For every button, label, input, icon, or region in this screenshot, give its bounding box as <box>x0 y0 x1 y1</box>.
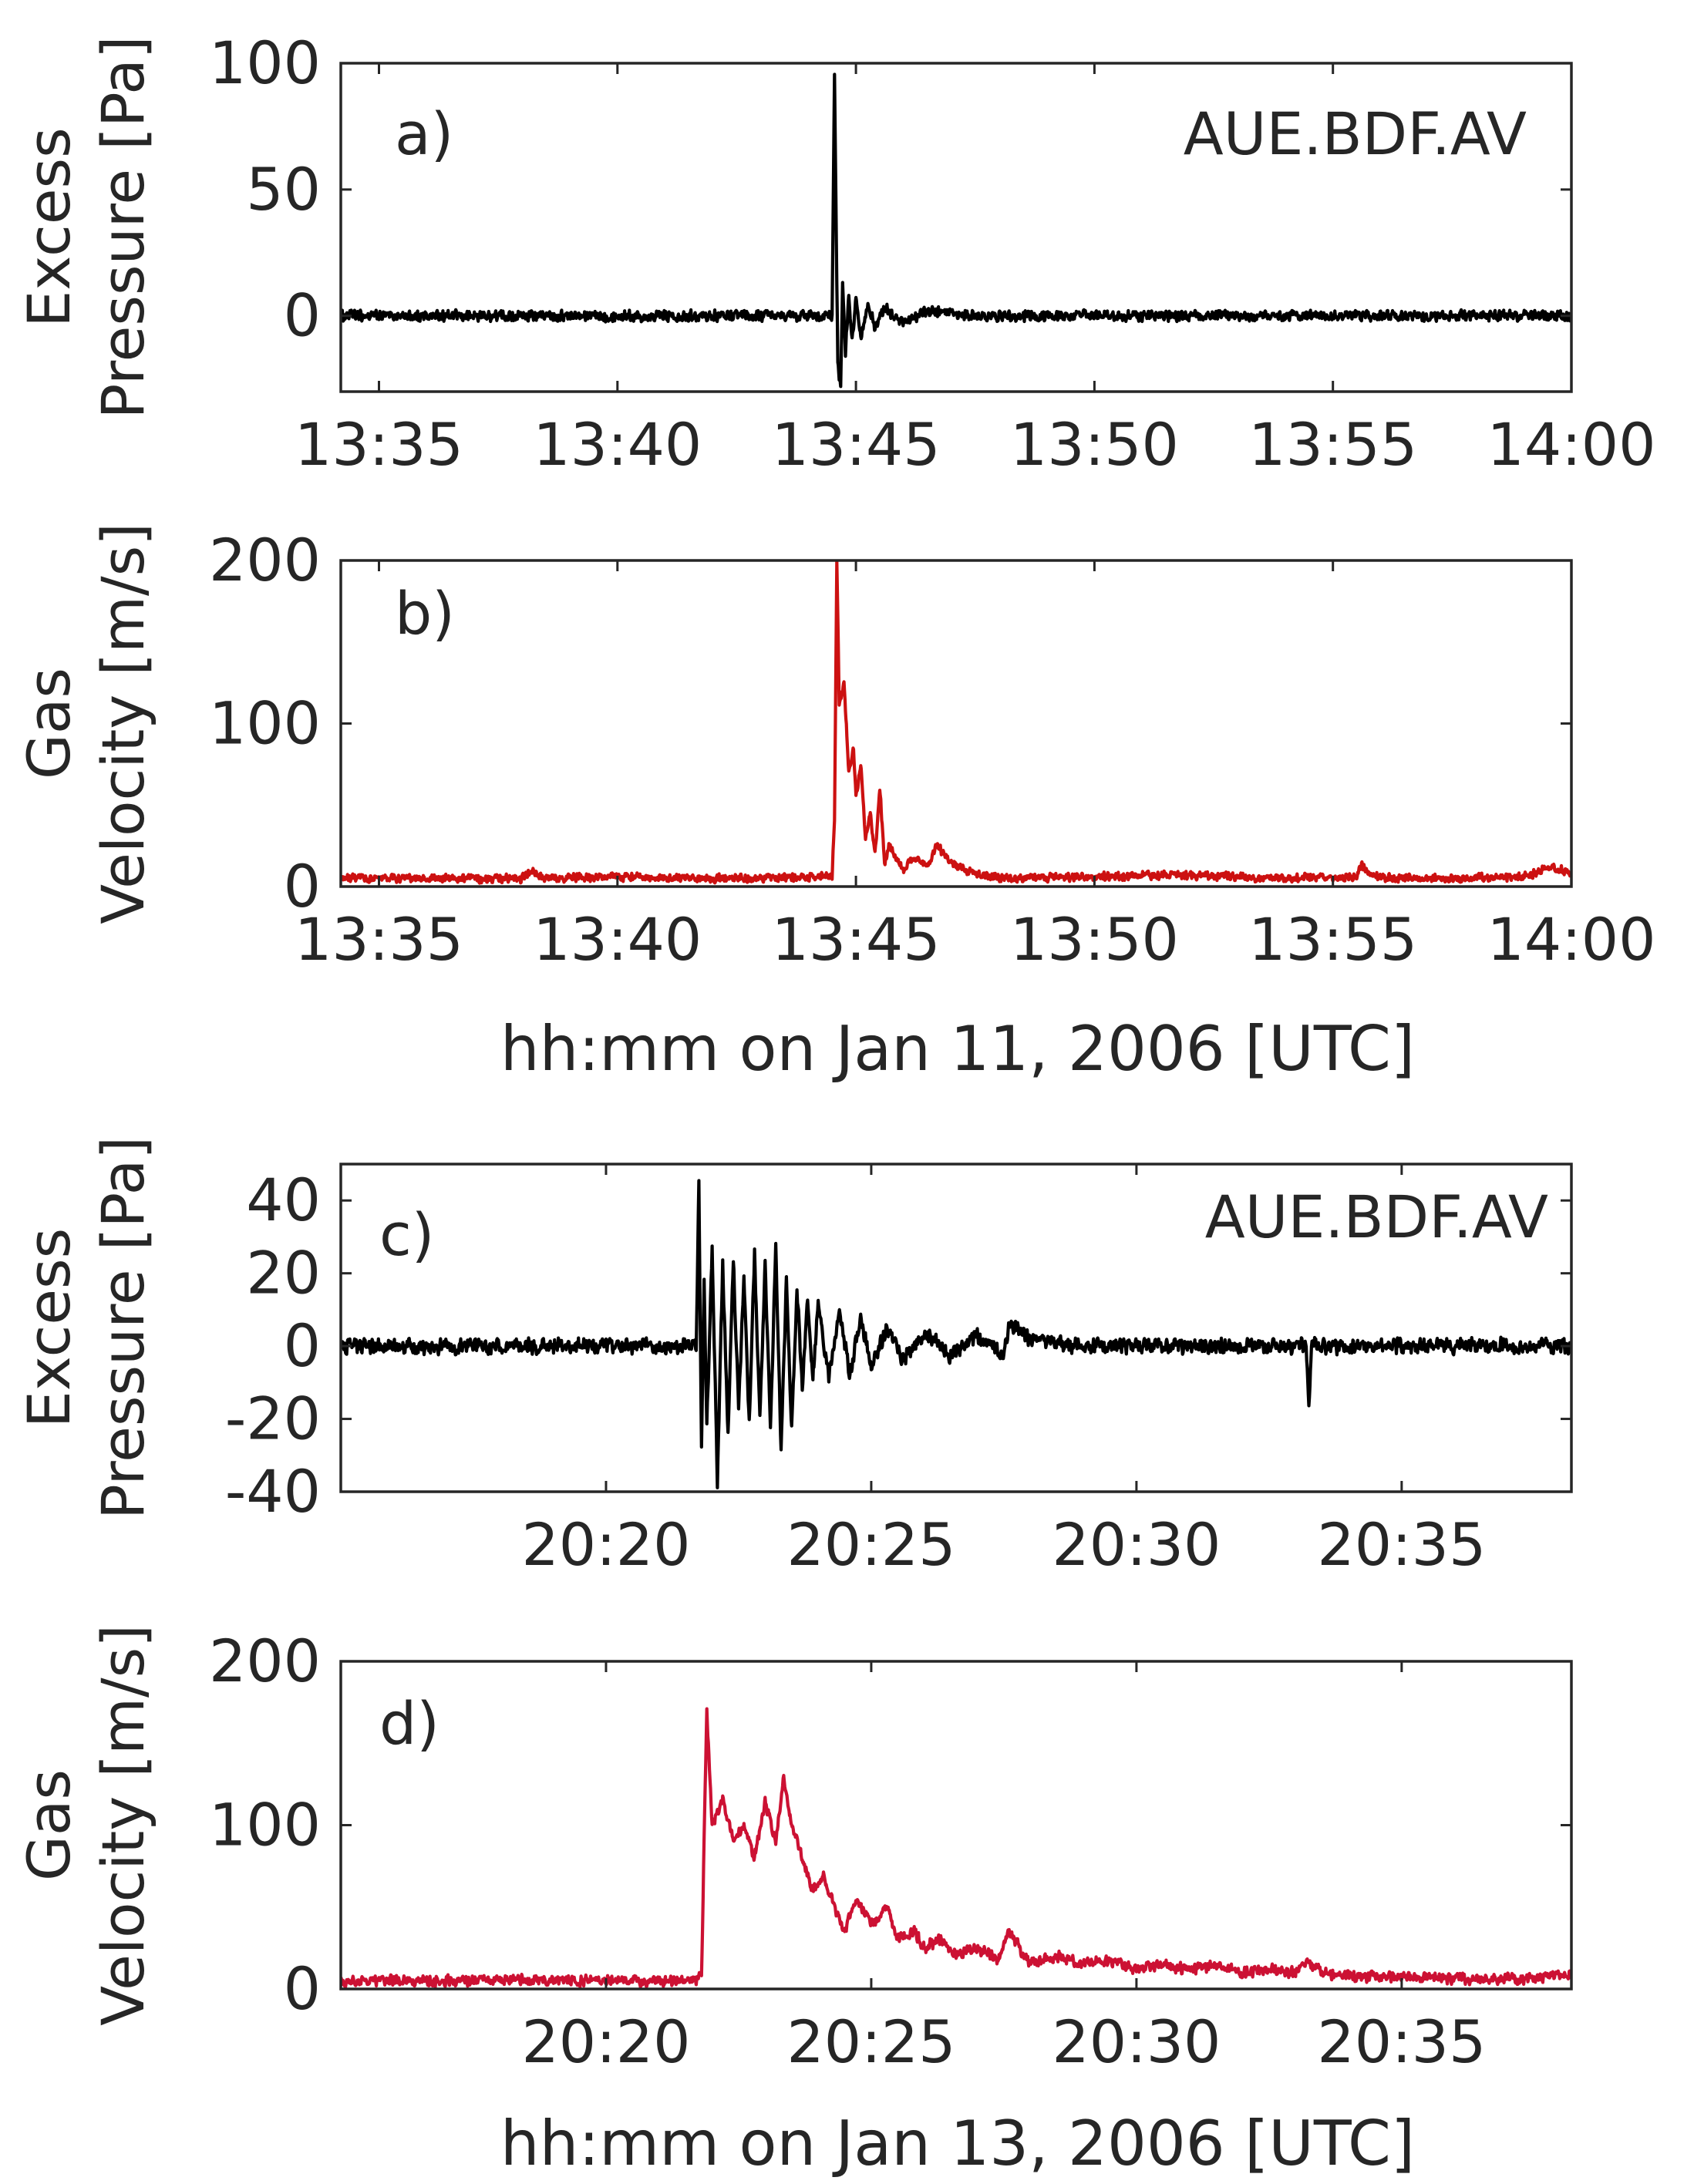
x-tick-label-d: 20:20 <box>521 2007 690 2076</box>
x-tick-label-b: 13:50 <box>1010 905 1179 974</box>
panel-label-a: a) <box>395 99 453 168</box>
y-tick-label-c: 0 <box>284 1311 321 1380</box>
x-axis-label-bottom: hh:mm on Jan 13, 2006 [UTC] <box>500 2108 1415 2179</box>
x-tick-label-c: 20:25 <box>786 1510 955 1579</box>
x-axis-label-top: hh:mm on Jan 11, 2006 [UTC] <box>500 1013 1415 1085</box>
x-tick-label-d: 20:35 <box>1317 2007 1486 2076</box>
x-tick-label-c: 20:20 <box>521 1510 690 1579</box>
x-tick-label-d: 20:30 <box>1052 2007 1221 2076</box>
x-tick-label-b: 14:00 <box>1487 905 1655 974</box>
y-tick-label-d: 100 <box>209 1791 321 1859</box>
plot-frame-b <box>339 559 1573 888</box>
x-tick-label-a: 14:00 <box>1487 410 1655 479</box>
series-line-d <box>341 1707 1571 1989</box>
station-label-a: AUE.BDF.AV <box>1184 99 1527 168</box>
y-axis-label-d-line2: Velocity [m/s] <box>89 1624 157 2026</box>
y-tick-label-a: 0 <box>284 281 321 350</box>
y-tick-label-c: -20 <box>225 1385 321 1453</box>
y-tick-label-b: 100 <box>209 689 321 758</box>
x-tick-label-a: 13:40 <box>533 410 702 479</box>
x-tick-label-a: 13:35 <box>295 410 463 479</box>
plot-frame-a <box>339 62 1573 393</box>
y-tick-label-c: -40 <box>225 1457 321 1526</box>
y-tick-label-b: 0 <box>284 852 321 920</box>
y-tick-label-c: 20 <box>246 1239 321 1307</box>
y-axis-label-b-line2: Velocity [m/s] <box>89 523 157 924</box>
x-tick-label-c: 20:35 <box>1317 1510 1486 1579</box>
y-axis-label-c-line1: Excess <box>15 1228 83 1428</box>
x-tick-label-d: 20:25 <box>786 2007 955 2076</box>
y-tick-label-d: 0 <box>284 1954 321 2023</box>
y-tick-label-a: 50 <box>246 155 321 224</box>
y-axis-label-c-line2: Pressure [Pa] <box>89 1136 157 1519</box>
station-label-c: AUE.BDF.AV <box>1205 1183 1548 1251</box>
series-line-c <box>341 1179 1571 1489</box>
panel-b: 0 100 200 13:35 13:40 13:45 13:50 13:55 14:00 Gas… <box>15 523 1656 974</box>
y-axis-label-d-line1: Gas <box>15 1769 83 1881</box>
series-line-b <box>341 560 1571 885</box>
plot-frame-c <box>339 1163 1573 1493</box>
x-tick-label-b: 13:45 <box>772 905 941 974</box>
y-tick-label-a: 100 <box>209 29 321 97</box>
panel-label-c: c) <box>379 1200 434 1269</box>
y-tick-label-d: 200 <box>209 1627 321 1695</box>
panel-d: 0 100 200 20:20 20:25 20:30 20:35 Gas Velocity [… <box>15 1624 1573 2076</box>
x-tick-label-b: 13:35 <box>295 905 463 974</box>
x-tick-label-c: 20:30 <box>1052 1510 1221 1579</box>
y-tick-label-c: 40 <box>246 1166 321 1234</box>
y-axis-label-a-line2: Pressure [Pa] <box>89 36 157 419</box>
series-line-a <box>341 72 1571 389</box>
panel-a: 0 50 100 13:35 13:40 13:45 13:50 13:55 14:00 Exce… <box>15 29 1656 479</box>
x-tick-label-a: 13:55 <box>1248 410 1417 479</box>
panel-label-d: d) <box>379 1689 439 1758</box>
y-tick-label-b: 200 <box>209 526 321 594</box>
y-axis-label-a-line1: Excess <box>15 127 83 327</box>
panel-label-b: b) <box>395 579 455 648</box>
x-tick-label-a: 13:50 <box>1010 410 1179 479</box>
x-tick-label-b: 13:40 <box>533 905 702 974</box>
plot-frame-d <box>339 1660 1573 1991</box>
x-tick-label-a: 13:45 <box>772 410 941 479</box>
x-tick-label-b: 13:55 <box>1248 905 1417 974</box>
y-axis-label-b-line1: Gas <box>15 668 83 779</box>
